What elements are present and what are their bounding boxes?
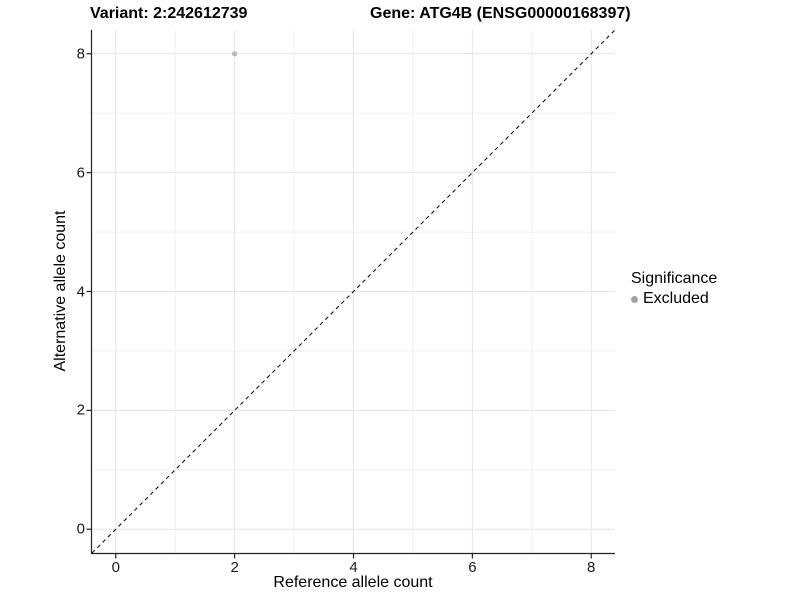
y-tick-label: 6 — [76, 164, 85, 182]
y-tick-label: 8 — [76, 45, 85, 63]
legend: Significance Excluded — [631, 270, 717, 308]
excluded-point-icon — [631, 295, 638, 303]
legend-title: Significance — [631, 270, 718, 287]
y-tick-label: 2 — [76, 401, 85, 419]
x-tick-label: 6 — [468, 559, 477, 576]
x-tick-label: 4 — [349, 559, 358, 576]
y-tick-label: 4 — [76, 283, 85, 300]
data-point — [232, 51, 238, 57]
plot-title-variant: Variant: 2:242612739 — [90, 5, 248, 22]
legend-item-excluded: Excluded — [631, 290, 717, 308]
legend-item-label: Excluded — [643, 290, 709, 307]
plot-title-gene: Gene: ATG4B (ENSG00000168397) — [370, 5, 631, 22]
x-tick-label: 8 — [587, 559, 596, 576]
x-tick-label: 0 — [111, 559, 120, 576]
x-axis-title: Reference allele count — [273, 574, 433, 591]
y-tick-label: 0 — [76, 520, 85, 538]
identity-dashed-line — [91, 29, 616, 554]
x-tick-label: 2 — [230, 559, 239, 576]
y-axis-title: Alternative allele count — [52, 210, 69, 372]
